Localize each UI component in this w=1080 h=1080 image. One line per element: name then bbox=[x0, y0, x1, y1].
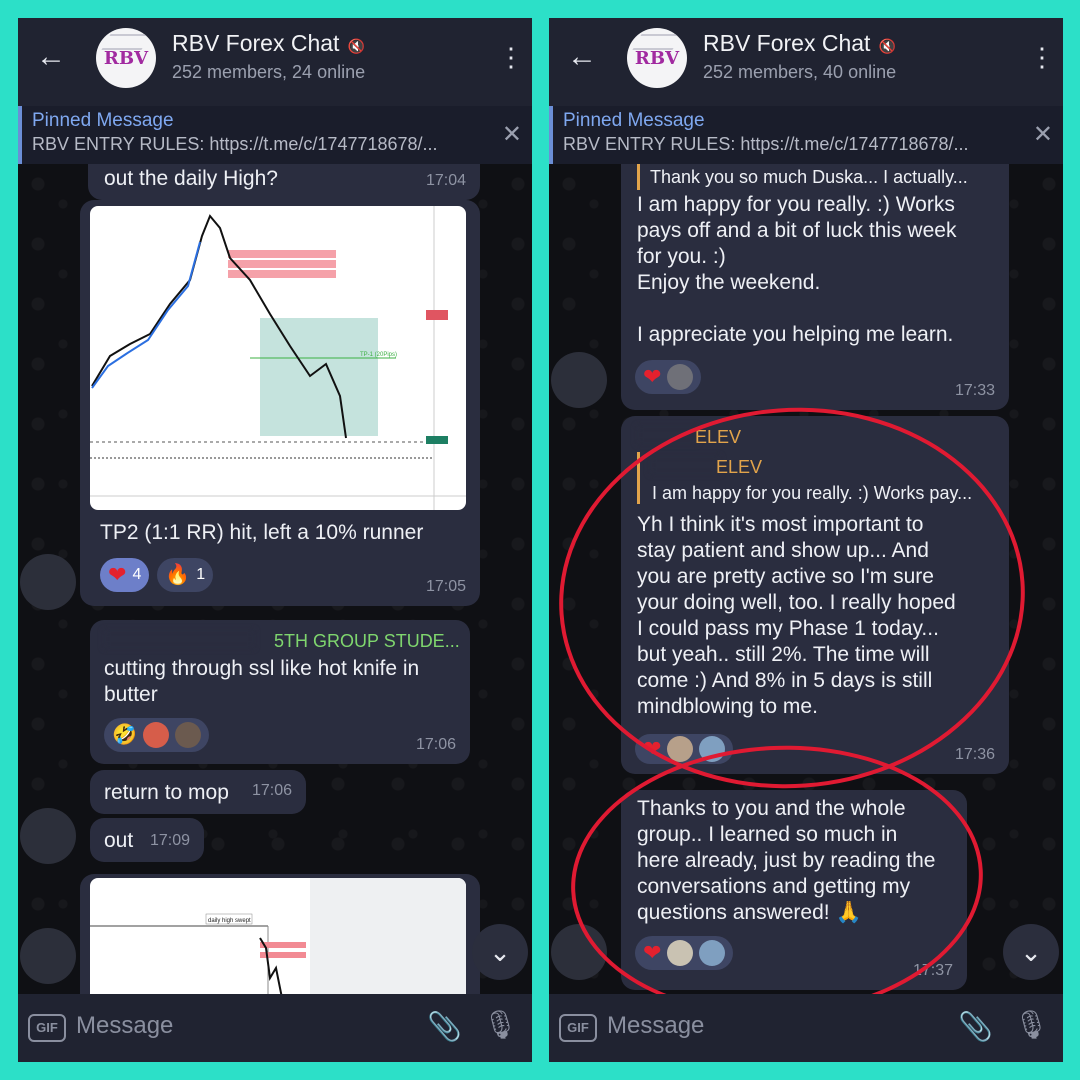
group-avatar[interactable]: RBV bbox=[96, 28, 156, 88]
left-chat-screen: ← RBV RBV Forex Chat 🔇 252 members, 24 on… bbox=[18, 18, 532, 1062]
message-bubble[interactable]: out the daily High? 17:04 bbox=[88, 164, 480, 200]
message-time: 17:06 bbox=[251, 782, 292, 799]
reply-quote: ELEV I am happy for you really. :) Works… bbox=[637, 452, 1000, 504]
candlestick-chart: daily high swept bbox=[90, 878, 466, 998]
heart-reaction[interactable]: ❤ bbox=[635, 360, 702, 394]
message-text: Thanks to you and the whole group.. I le… bbox=[637, 797, 936, 924]
redacted-name bbox=[637, 426, 697, 444]
message-bubble[interactable]: 5TH GROUP STUDE... cutting through ssl l… bbox=[90, 620, 470, 764]
scroll-down-icon[interactable]: ⌄ bbox=[1003, 924, 1059, 980]
sender-name: ELEV bbox=[695, 427, 742, 447]
microphone-icon[interactable]: 🎙 bbox=[482, 1009, 518, 1040]
pinned-message-bar[interactable]: Pinned Message RBV ENTRY RULES: https://… bbox=[549, 106, 1063, 164]
heart-icon: ❤ bbox=[108, 562, 127, 587]
sender-name: 5TH GROUP STUDE... bbox=[274, 631, 460, 651]
heart-reaction[interactable]: ❤ bbox=[635, 734, 734, 764]
chat-header: ← RBV RBV Forex Chat 🔇 252 members, 40 on… bbox=[549, 18, 1063, 106]
message-bubble[interactable]: return to mop 17:06 bbox=[90, 770, 306, 814]
gif-button[interactable]: GIF bbox=[559, 1014, 597, 1042]
message-text: out bbox=[104, 829, 134, 852]
message-bubble[interactable]: TP-1 (20Pips) TP2 (1:1 RR) hit, left a 1… bbox=[80, 200, 480, 606]
back-arrow-icon[interactable]: ← bbox=[567, 40, 597, 73]
user-avatar[interactable] bbox=[20, 928, 76, 984]
user-avatar[interactable] bbox=[20, 808, 76, 864]
laughing-emoji-icon: 🤣 bbox=[112, 724, 137, 746]
message-time: 17:06 bbox=[415, 736, 456, 753]
reactor-avatar bbox=[174, 722, 201, 748]
heart-icon: ❤ bbox=[643, 364, 662, 389]
redacted-name bbox=[650, 456, 720, 474]
chat-title[interactable]: RBV Forex Chat 🔇 bbox=[172, 30, 365, 56]
chart-image[interactable]: daily high swept bbox=[90, 878, 466, 998]
message-bubble[interactable]: Thank you so much Duska... I actually...… bbox=[621, 164, 1009, 410]
close-icon[interactable]: ✕ bbox=[1032, 121, 1053, 148]
message-text: Yh I think it's most important to stay p… bbox=[637, 513, 956, 718]
pinned-message-bar[interactable]: Pinned Message RBV ENTRY RULES: https://… bbox=[18, 106, 532, 164]
reactor-avatar bbox=[667, 736, 694, 762]
reply-quote: Thank you so much Duska... I actually... bbox=[637, 164, 996, 190]
candlestick-chart: TP-1 (20Pips) bbox=[90, 206, 466, 510]
reactor-avatar bbox=[667, 940, 694, 966]
message-text: cutting through ssl like hot knife in bu… bbox=[104, 657, 420, 706]
member-count: 252 members, 24 online bbox=[172, 62, 366, 82]
pinned-text: RBV ENTRY RULES: https://t.me/c/17477186… bbox=[32, 134, 438, 154]
scroll-down-icon[interactable]: ⌄ bbox=[472, 924, 528, 980]
group-avatar[interactable]: RBV bbox=[627, 28, 687, 88]
message-time: 17:04 bbox=[425, 172, 466, 189]
message-input-bar: GIF Message 📎 🎙 bbox=[18, 994, 532, 1062]
pinned-label: Pinned Message bbox=[32, 110, 174, 131]
message-text: TP2 (1:1 RR) hit, left a 10% runner bbox=[100, 521, 424, 544]
laughing-reaction[interactable]: 🤣 bbox=[104, 718, 209, 752]
message-bubble[interactable]: out 17:09 bbox=[90, 818, 204, 862]
heart-reaction[interactable]: ❤ 4 bbox=[100, 558, 150, 592]
reactor-avatar bbox=[699, 736, 726, 762]
user-avatar[interactable] bbox=[551, 924, 607, 980]
user-avatar[interactable] bbox=[20, 554, 76, 610]
message-time: 17:37 bbox=[912, 962, 953, 979]
attach-icon[interactable]: 📎 bbox=[958, 1011, 993, 1042]
message-input[interactable]: Message bbox=[607, 1012, 705, 1039]
reactor-avatar bbox=[667, 364, 694, 390]
more-options-icon[interactable]: ⋮ bbox=[1029, 42, 1055, 72]
attach-icon[interactable]: 📎 bbox=[427, 1011, 462, 1042]
pinned-label: Pinned Message bbox=[563, 110, 705, 131]
message-text: return to mop bbox=[104, 781, 229, 804]
pinned-text: RBV ENTRY RULES: https://t.me/c/17477186… bbox=[563, 134, 969, 154]
message-text: I am happy for you really. :) Works pays… bbox=[637, 193, 957, 346]
message-time: 17:33 bbox=[954, 382, 995, 399]
fire-reaction[interactable]: 🔥 1 bbox=[157, 558, 214, 592]
microphone-icon[interactable]: 🎙 bbox=[1013, 1009, 1049, 1040]
redacted-name bbox=[104, 630, 254, 648]
chat-header: ← RBV RBV Forex Chat 🔇 252 members, 24 on… bbox=[18, 18, 532, 106]
user-avatar[interactable] bbox=[551, 352, 607, 408]
message-input-bar: GIF Message 📎 🎙 bbox=[549, 994, 1063, 1062]
svg-text:TP-1 (20Pips): TP-1 (20Pips) bbox=[360, 352, 397, 358]
mute-icon: 🔇 bbox=[878, 38, 896, 54]
message-input[interactable]: Message bbox=[76, 1012, 174, 1039]
fire-icon: 🔥 bbox=[165, 564, 191, 586]
message-time: 17:09 bbox=[149, 832, 190, 849]
reactor-avatar bbox=[699, 940, 726, 966]
mute-icon: 🔇 bbox=[347, 38, 365, 54]
message-bubble[interactable]: daily high swept bbox=[80, 874, 480, 998]
chart-image[interactable]: TP-1 (20Pips) bbox=[90, 206, 466, 510]
message-time: 17:36 bbox=[954, 746, 995, 763]
chat-title[interactable]: RBV Forex Chat 🔇 bbox=[703, 30, 896, 56]
reactor-avatar bbox=[142, 722, 169, 748]
member-count: 252 members, 40 online bbox=[703, 62, 897, 82]
close-icon[interactable]: ✕ bbox=[501, 121, 522, 148]
message-text: out the daily High? bbox=[104, 167, 278, 190]
heart-reaction[interactable]: ❤ bbox=[635, 936, 734, 970]
right-chat-screen: ← RBV RBV Forex Chat 🔇 252 members, 40 on… bbox=[549, 18, 1063, 1062]
message-bubble[interactable]: ELEV ELEV I am happy for you really. :) … bbox=[621, 416, 1009, 774]
svg-text:daily high swept: daily high swept bbox=[208, 918, 251, 924]
back-arrow-icon[interactable]: ← bbox=[36, 40, 66, 73]
gif-button[interactable]: GIF bbox=[28, 1014, 66, 1042]
more-options-icon[interactable]: ⋮ bbox=[498, 42, 524, 72]
message-bubble[interactable]: Thanks to you and the whole group.. I le… bbox=[621, 790, 967, 990]
heart-icon: ❤ bbox=[643, 940, 662, 965]
heart-icon: ❤ bbox=[643, 736, 662, 761]
message-time: 17:05 bbox=[425, 578, 466, 595]
